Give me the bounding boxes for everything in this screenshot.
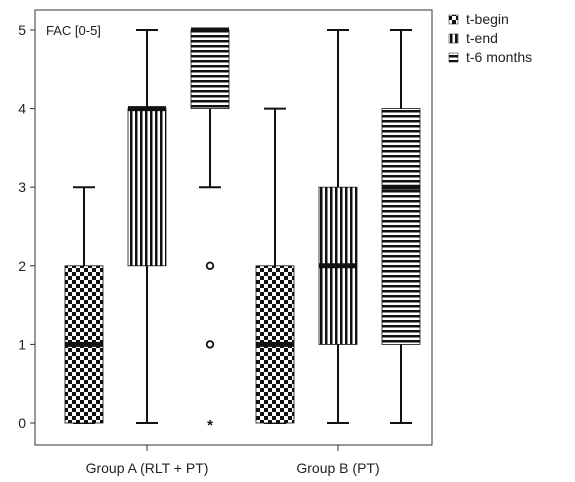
box-t-begin-group-2: [255, 107, 295, 424]
y-tick-label: 2: [18, 258, 26, 274]
box-t-begin-group-1: [64, 186, 104, 424]
box-body: [381, 108, 421, 345]
outlier-point: [205, 340, 215, 349]
outlier-point: [205, 261, 215, 270]
legend-swatch: [448, 33, 459, 44]
legend-entry: t-6 months: [466, 49, 532, 65]
y-axis: 0 1 2 3 4 5: [18, 22, 35, 431]
box-t-end-group-2: [318, 29, 358, 424]
box-body: [127, 108, 167, 267]
box-t-6-months-group-1: *: [190, 27, 230, 434]
extreme-point: *: [207, 417, 213, 434]
box-t-6-months-group-2: [381, 29, 421, 424]
box-t-end-group-1: [127, 29, 167, 424]
y-tick-label: 0: [18, 415, 26, 431]
x-tick-label: Group A (RLT + PT): [86, 460, 209, 476]
y-tick-label: 5: [18, 22, 26, 38]
legend-entry: t-begin: [466, 11, 509, 27]
y-tick-label: 4: [18, 101, 26, 117]
legend-swatch: [448, 14, 459, 25]
x-axis: Group A (RLT + PT) Group B (PT): [86, 445, 380, 476]
x-tick-label: Group B (PT): [296, 460, 379, 476]
legend-swatch: [448, 52, 459, 63]
plot-frame: [34, 9, 433, 446]
box-body: [190, 29, 230, 109]
legend: t-begin t-end t-6 months: [448, 11, 532, 65]
plot-marks: *: [64, 27, 421, 434]
y-tick-label: 3: [18, 179, 26, 195]
y-measure-label: FAC [0-5]: [46, 23, 101, 38]
y-tick-label: 1: [18, 336, 26, 352]
legend-entry: t-end: [466, 30, 498, 46]
